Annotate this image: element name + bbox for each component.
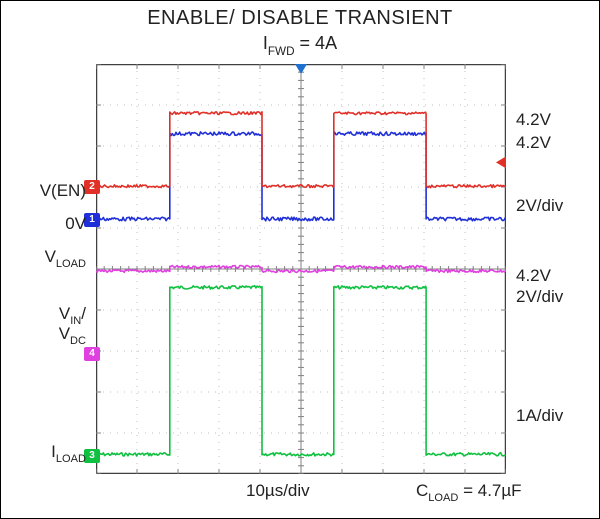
left-label-1: 0V bbox=[65, 214, 86, 234]
chart-subtitle: IFWD = 4A bbox=[1, 33, 599, 57]
left-label-0: V(EN) bbox=[40, 181, 86, 201]
scope-figure: { "title": "ENABLE/ DISABLE TRANSIENT", … bbox=[0, 0, 600, 519]
right-label-5: 1A/div bbox=[516, 406, 563, 426]
timebase-label: 10µs/div bbox=[246, 481, 310, 501]
scope-plot bbox=[96, 64, 506, 474]
subtitle-suffix: = 4A bbox=[295, 33, 338, 53]
channel-badge-4: 4 bbox=[84, 347, 100, 361]
left-label-4: VDC bbox=[59, 324, 86, 346]
subtitle-sub: FWD bbox=[268, 45, 295, 58]
cload-label: CLOAD = 4.7µF bbox=[416, 481, 522, 503]
channel-badge-2: 2 bbox=[84, 180, 100, 194]
right-label-3: 4.2V bbox=[516, 266, 551, 286]
chart-title: ENABLE/ DISABLE TRANSIENT bbox=[1, 7, 599, 30]
right-label-1: 4.2V bbox=[516, 133, 551, 153]
channel-badge-3: 3 bbox=[84, 449, 100, 463]
right-label-4: 2V/div bbox=[516, 287, 563, 307]
left-label-5: ILOAD bbox=[51, 442, 86, 464]
channel-badge-1: 1 bbox=[84, 213, 100, 227]
right-label-0: 4.2V bbox=[516, 110, 551, 130]
left-label-2: VLOAD bbox=[45, 247, 86, 269]
right-label-2: 2V/div bbox=[516, 196, 563, 216]
